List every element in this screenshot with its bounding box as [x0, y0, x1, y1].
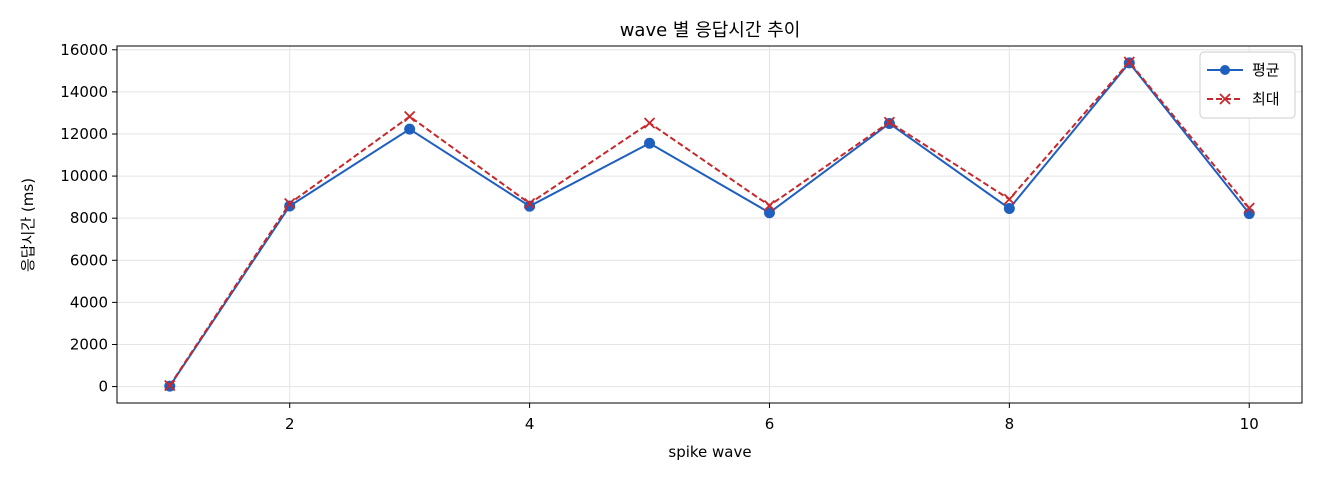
- data-point: [523, 197, 536, 210]
- plot-frame: [116, 45, 1303, 404]
- y-tick-label: 0: [98, 378, 108, 396]
- y-tick-label: 6000: [70, 251, 108, 269]
- legend-label-avg: 평균: [1252, 61, 1280, 79]
- data-point: [404, 110, 416, 123]
- data-point: [763, 207, 775, 219]
- data-point: [404, 123, 416, 135]
- axis-ticks: 2 4 6 8 10 0 2000 4000 6000 8000 10000 12000 14000 16…: [60, 41, 1258, 433]
- y-tick-label: 16000: [60, 41, 108, 59]
- legend-label-max: 최대: [1252, 90, 1280, 108]
- x-tick-label: 6: [765, 415, 775, 433]
- y-tick-label: 14000: [60, 83, 108, 101]
- data-point: [284, 197, 296, 210]
- series-group: [164, 56, 1255, 392]
- y-tick-label: 12000: [60, 125, 108, 143]
- x-axis-title: spike wave: [668, 443, 751, 461]
- data-point: [644, 137, 656, 149]
- data-point: [1243, 202, 1255, 214]
- x-tick-label: 8: [1005, 415, 1015, 433]
- y-tick-label: 10000: [60, 167, 108, 185]
- data-point: [1003, 193, 1015, 205]
- series-line-1: [168, 60, 1250, 387]
- data-point: [763, 199, 776, 212]
- data-point: [164, 379, 176, 392]
- data-point: [883, 116, 896, 128]
- x-tick-label: 10: [1240, 415, 1259, 433]
- data-point: [643, 117, 656, 129]
- y-tick-label: 4000: [70, 293, 108, 311]
- y-tick-label: 8000: [70, 209, 108, 227]
- legend-marker-avg: [1220, 65, 1230, 75]
- legend: 평균 최대: [1199, 51, 1296, 119]
- data-point: [1003, 203, 1015, 215]
- data-point: [1243, 208, 1255, 220]
- legend-marker-max: [1219, 93, 1231, 105]
- y-axis-title: 응답시간 (ms): [19, 178, 37, 272]
- legend-box: [1199, 51, 1296, 119]
- x-tick-label: 4: [525, 415, 535, 433]
- y-tick-label: 2000: [70, 335, 108, 353]
- series-line-0: [168, 61, 1251, 387]
- data-point: [524, 200, 536, 212]
- x-tick-label: 2: [285, 415, 295, 433]
- grid: [117, 46, 1302, 403]
- chart-title: wave 별 응답시간 추이: [620, 20, 801, 41]
- data-point: [1123, 56, 1135, 68]
